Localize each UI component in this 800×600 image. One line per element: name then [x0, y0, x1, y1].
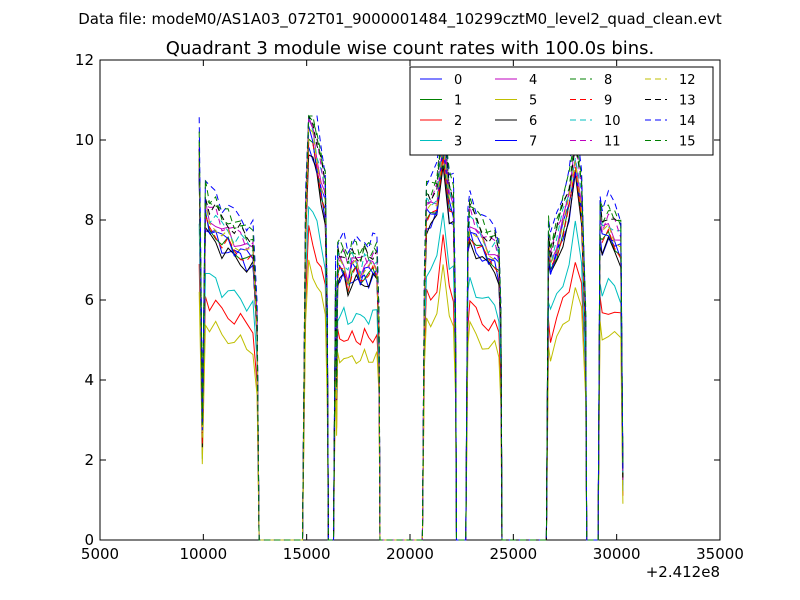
y-tick-label: 8: [84, 211, 94, 229]
legend-label: 7: [529, 135, 537, 150]
y-tick-label: 0: [84, 531, 94, 549]
legend-label: 5: [529, 94, 537, 109]
legend-box: [409, 66, 714, 156]
series-line-5: [198, 259, 624, 541]
legend-label: 2: [454, 114, 462, 129]
legend-label: 15: [679, 135, 696, 150]
series-line-12: [198, 126, 624, 541]
legend-label: 11: [604, 135, 621, 150]
ticks-layer: 5000 10000 15000 20000 25000 30000 35000 0 2 4 6 8 1…: [75, 51, 744, 563]
chart-title: Quadrant 3 module wise count rates with …: [166, 38, 655, 59]
x-tick-label: 10000: [179, 545, 227, 563]
x-offset-label: +2.412e8: [646, 563, 720, 581]
series-line-8: [198, 114, 624, 541]
legend-label: 0: [454, 73, 462, 88]
y-tick-label: 6: [84, 291, 94, 309]
x-tick-label: 5000: [81, 545, 119, 563]
y-tick-label: 10: [75, 131, 94, 149]
series-line-1: [198, 138, 624, 541]
series-line-14: [198, 115, 624, 541]
x-tick-label: 20000: [386, 545, 434, 563]
chart-suptitle: Data file: modeM0/AS1A03_072T01_90000014…: [78, 10, 722, 29]
series-line-11: [198, 116, 624, 541]
series-line-9: [198, 141, 624, 541]
series-layer: [198, 114, 624, 541]
y-tick-label: 12: [75, 51, 94, 69]
legend-label: 1: [454, 94, 462, 109]
x-tick-label: 30000: [593, 545, 641, 563]
legend-label: 12: [679, 73, 696, 88]
legend-label: 14: [679, 114, 696, 129]
legend-label: 8: [604, 73, 612, 88]
legend-label: 9: [604, 94, 612, 109]
series-line-7: [198, 126, 624, 541]
legend-label: 3: [454, 135, 462, 150]
legend-label: 4: [529, 73, 537, 88]
legend-label: 10: [604, 114, 621, 129]
series-line-0: [198, 146, 624, 541]
legend-label: 13: [679, 94, 696, 109]
x-tick-label: 15000: [283, 545, 331, 563]
x-tick-label: 25000: [489, 545, 537, 563]
y-tick-label: 2: [84, 451, 94, 469]
plot-area: 5000 10000 15000 20000 25000 30000 35000 0 2 4 6 8 1…: [75, 51, 744, 563]
series-line-10: [198, 115, 624, 541]
legend-label: 6: [529, 114, 537, 129]
y-tick-label: 4: [84, 371, 94, 389]
series-line-4: [198, 118, 624, 541]
series-line-3: [198, 205, 624, 541]
series-line-15: [198, 115, 624, 541]
x-tick-label: 35000: [696, 545, 744, 563]
series-line-13: [198, 115, 624, 541]
series-line-6: [198, 154, 624, 541]
series-line-2: [198, 225, 624, 541]
